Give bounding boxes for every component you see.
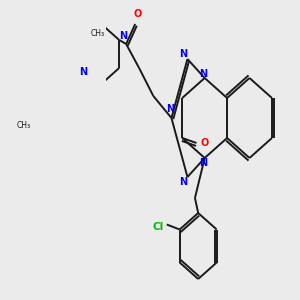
Text: N: N bbox=[179, 49, 188, 59]
Text: O: O bbox=[200, 138, 208, 148]
Text: O: O bbox=[133, 9, 141, 19]
Text: N: N bbox=[119, 31, 127, 41]
Text: N: N bbox=[79, 67, 87, 77]
Text: N: N bbox=[166, 104, 174, 114]
Text: N: N bbox=[199, 158, 207, 168]
Text: CH₃: CH₃ bbox=[91, 29, 105, 38]
Text: N: N bbox=[199, 69, 207, 79]
Text: CH₃: CH₃ bbox=[16, 121, 30, 130]
Text: Cl: Cl bbox=[152, 223, 163, 232]
Text: N: N bbox=[179, 177, 188, 187]
